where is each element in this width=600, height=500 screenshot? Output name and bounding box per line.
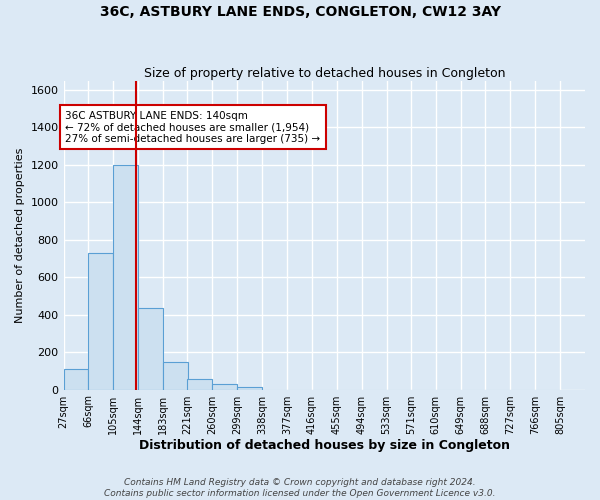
Bar bbox=[187, 380, 212, 390]
Bar bbox=[64, 369, 88, 390]
Bar bbox=[138, 308, 163, 390]
Title: Size of property relative to detached houses in Congleton: Size of property relative to detached ho… bbox=[143, 66, 505, 80]
Text: 36C, ASTBURY LANE ENDS, CONGLETON, CW12 3AY: 36C, ASTBURY LANE ENDS, CONGLETON, CW12 … bbox=[100, 5, 500, 19]
X-axis label: Distribution of detached houses by size in Congleton: Distribution of detached houses by size … bbox=[139, 440, 510, 452]
Text: 36C ASTBURY LANE ENDS: 140sqm
← 72% of detached houses are smaller (1,954)
27% o: 36C ASTBURY LANE ENDS: 140sqm ← 72% of d… bbox=[65, 110, 320, 144]
Y-axis label: Number of detached properties: Number of detached properties bbox=[15, 148, 25, 323]
Bar bbox=[163, 362, 188, 390]
Bar bbox=[88, 253, 113, 390]
Bar bbox=[113, 165, 138, 390]
Text: Contains HM Land Registry data © Crown copyright and database right 2024.
Contai: Contains HM Land Registry data © Crown c… bbox=[104, 478, 496, 498]
Bar bbox=[212, 384, 237, 390]
Bar bbox=[237, 387, 262, 390]
